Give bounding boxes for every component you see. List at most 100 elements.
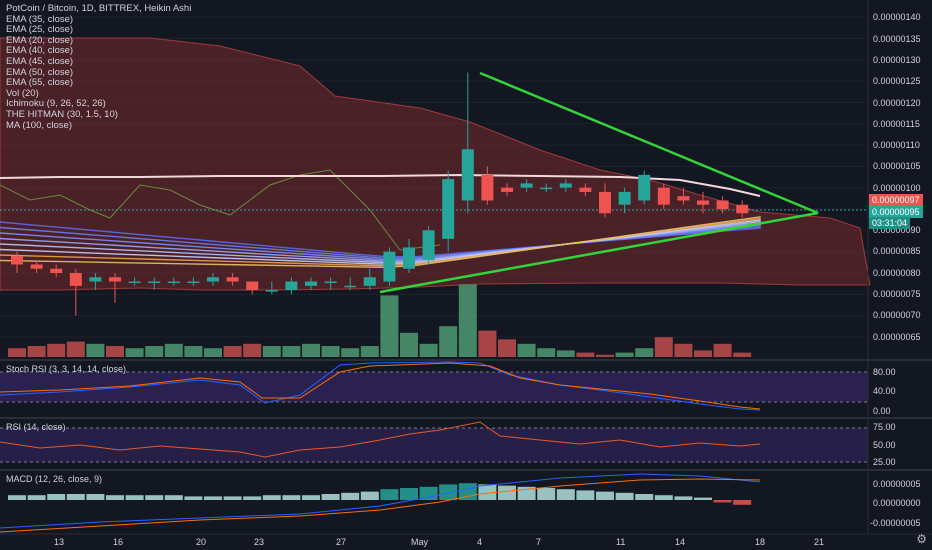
volume-bar	[262, 346, 281, 357]
macd-bar	[713, 500, 732, 503]
candle-body	[128, 281, 141, 284]
macd-bar	[400, 488, 418, 500]
macd-bar	[439, 484, 458, 500]
candle-body	[187, 281, 200, 284]
macd-axis-tick: -0.00000005	[870, 518, 921, 528]
indicator-ma-100[interactable]: MA (100, close)	[6, 119, 72, 131]
price-tick: 0.00000105	[873, 161, 921, 171]
price-tick: 0.00000110	[873, 140, 920, 150]
macd-bar	[262, 495, 281, 500]
macd-bar	[360, 491, 379, 500]
volume-bar	[145, 346, 164, 357]
macd-bar	[106, 495, 124, 500]
macd-bar	[164, 495, 183, 500]
indicator-ema-20[interactable]: EMA (20, close)	[6, 34, 74, 46]
volume-bar	[223, 346, 242, 357]
macd-bar	[125, 495, 144, 500]
volume-bar	[596, 354, 614, 357]
rsi-axis-tick: 50.00	[873, 440, 896, 450]
macd-bar	[556, 489, 575, 500]
volume-bar	[498, 339, 516, 357]
ema-line	[0, 216, 761, 269]
volume-bar	[654, 337, 673, 357]
price-tick: 0.00000140	[873, 12, 921, 22]
macd-bar	[635, 494, 654, 500]
macd-bar	[694, 497, 712, 500]
candle-body	[324, 281, 337, 284]
volume-bar	[713, 343, 732, 357]
indicator-hitman[interactable]: THE HITMAN (30, 1.5, 10)	[6, 108, 118, 120]
volume-bar	[478, 330, 497, 357]
candle-body	[363, 277, 376, 286]
trendline-lower[interactable]	[379, 211, 819, 294]
cloud-lagging-line	[0, 169, 441, 251]
volume-bar	[674, 343, 693, 357]
rsi-band	[0, 428, 868, 462]
candle-body	[226, 277, 239, 282]
stoch-rsi-label[interactable]: Stoch RSI (3, 3, 14, 14, close)	[6, 364, 127, 374]
indicator-ema-55[interactable]: EMA (55, close)	[6, 77, 74, 89]
time-tick: 16	[113, 537, 124, 547]
volume-bar	[635, 348, 654, 357]
time-tick: 4	[477, 537, 483, 547]
indicator-ema-40[interactable]: EMA (40, close)	[6, 45, 74, 57]
indicator-legend: PotCoin / Bitcoin, 1D, BITTREX, Heikin A…	[6, 3, 192, 131]
gear-icon[interactable]: ⚙	[916, 532, 927, 546]
stoch-axis-tick: 40.00	[873, 386, 896, 396]
trendline-upper[interactable]	[479, 71, 819, 215]
macd-signal-line	[0, 478, 761, 533]
macd-bar	[204, 496, 222, 500]
candle-body	[677, 196, 690, 201]
volume-bar	[615, 352, 634, 357]
macd-bar	[674, 496, 693, 500]
macd-bar	[243, 496, 262, 500]
candle-body	[305, 281, 317, 286]
volume-bar	[27, 346, 46, 357]
price-tick: 0.00000075	[873, 289, 921, 299]
candle-body	[481, 174, 494, 201]
volume-bar	[282, 346, 301, 357]
volume-bar	[733, 352, 752, 357]
macd-bar	[321, 494, 340, 500]
volume-bar	[302, 343, 320, 357]
volume-bar	[204, 348, 222, 357]
candle-body	[148, 281, 161, 284]
price-tick: 0.00000100	[873, 183, 921, 193]
volume-bar	[106, 346, 124, 357]
price-tick: 0.00000090	[873, 225, 921, 235]
rsi-label[interactable]: RSI (14, close)	[6, 422, 66, 432]
macd-bar	[596, 491, 614, 500]
volume-bar	[576, 352, 595, 357]
rsi-axis-tick: 25.00	[873, 457, 896, 467]
indicator-ema-45[interactable]: EMA (45, close)	[6, 55, 74, 67]
macd-bar	[184, 496, 203, 500]
time-tick: 27	[336, 537, 347, 547]
candle-body	[30, 264, 43, 269]
macd-bar	[341, 492, 360, 500]
time-tick: 7	[536, 537, 542, 547]
price-tick: 0.00000080	[873, 268, 921, 278]
candle-body	[716, 200, 729, 209]
indicator-ichimoku[interactable]: Ichimoku (9, 26, 52, 26)	[6, 98, 106, 110]
candle-body	[657, 187, 670, 205]
ema-ribbon	[0, 216, 761, 269]
candle-body	[422, 230, 435, 261]
macd-label[interactable]: MACD (12, 26, close, 9)	[6, 474, 103, 484]
indicator-ema-25[interactable]: EMA (25, close)	[6, 24, 74, 36]
macd-bar	[654, 495, 673, 500]
candle-body	[11, 255, 23, 265]
ma100-line	[0, 173, 761, 197]
candle-body	[697, 200, 709, 205]
candle-body	[579, 187, 592, 192]
chart-title[interactable]: PotCoin / Bitcoin, 1D, BITTREX, Heikin A…	[6, 3, 192, 14]
indicator-ema-50[interactable]: EMA (50, close)	[6, 66, 74, 78]
candle-body	[559, 183, 572, 188]
time-tick: May	[411, 537, 429, 547]
candle-body	[69, 273, 82, 286]
indicator-ema-35[interactable]: EMA (35, close)	[6, 13, 74, 25]
current-price-badge: 0.00000095	[869, 206, 923, 218]
volume-bar	[400, 332, 418, 357]
indicator-volume[interactable]: Vol (20)	[6, 87, 39, 99]
stoch-axis-tick: 0.00	[873, 406, 891, 416]
